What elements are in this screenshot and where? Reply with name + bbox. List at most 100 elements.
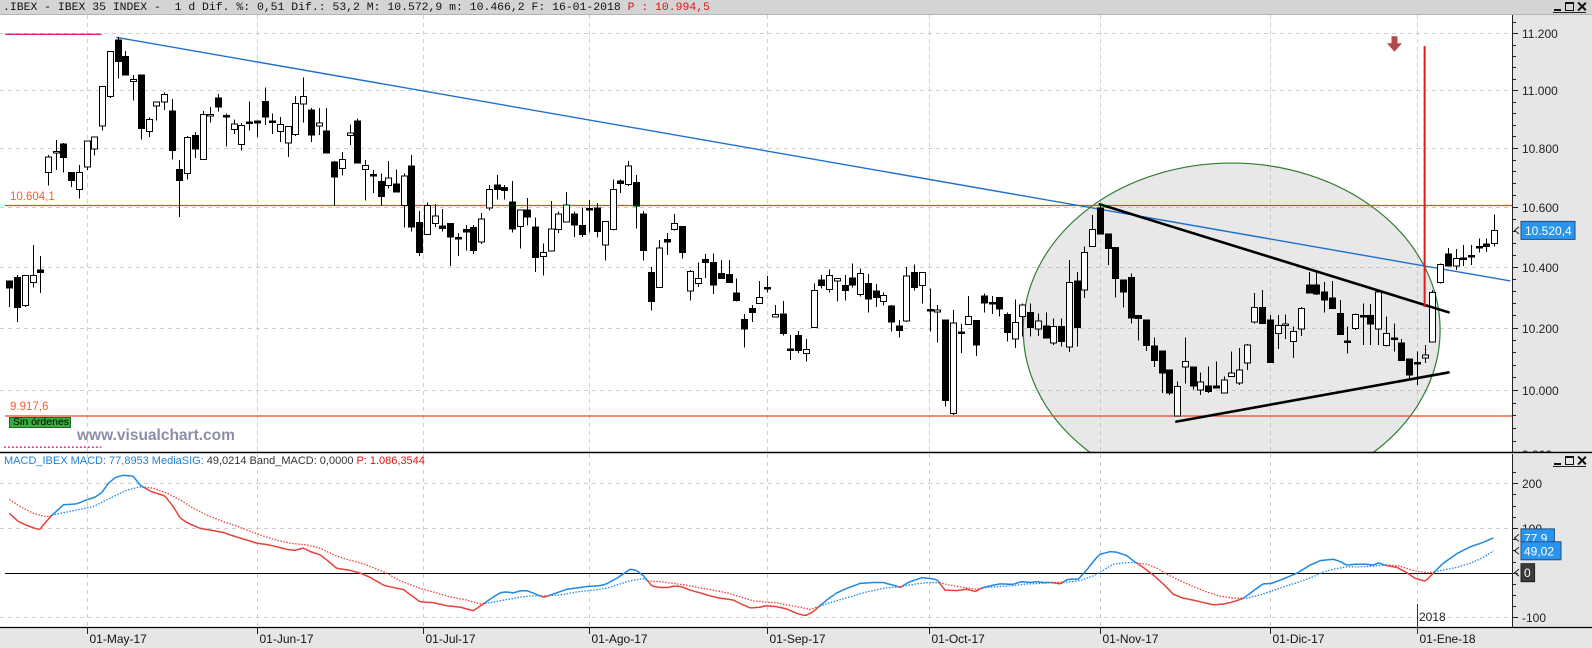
minimize-icon[interactable] — [1553, 2, 1562, 11]
bearish-candle-body — [726, 273, 733, 284]
bearish-candle-body — [1313, 284, 1320, 295]
bearish-candle-body — [378, 180, 385, 198]
bearish-candle-body — [664, 239, 671, 243]
bearish-candle-body — [1097, 207, 1104, 235]
bearish-candle-body — [169, 110, 176, 152]
bearish-candle-body — [215, 97, 222, 108]
bearish-candle-body — [710, 261, 717, 286]
close-icon[interactable] — [1577, 456, 1586, 465]
macd-line-segment — [938, 582, 983, 592]
candle — [99, 86, 106, 131]
bearish-candle-body — [640, 213, 647, 252]
close-icon[interactable] — [1577, 2, 1586, 11]
candle — [733, 278, 740, 302]
candle — [37, 256, 44, 294]
signal-line-segment — [902, 581, 940, 587]
candle — [1398, 339, 1405, 362]
price-axis-label: 10.000 — [1522, 384, 1559, 398]
bullish-candle-body — [339, 159, 346, 169]
bullish-candle-body — [811, 289, 818, 328]
macd-grid — [0, 483, 1512, 618]
candle — [1267, 315, 1274, 363]
candle — [1352, 313, 1359, 330]
maximize-icon[interactable] — [1565, 456, 1574, 465]
bullish-candle-body — [1174, 386, 1181, 417]
price-plot-area[interactable] — [0, 15, 1512, 452]
signal-line-segment — [939, 581, 983, 590]
bullish-candle-body — [656, 247, 663, 289]
price-panel — [0, 15, 1512, 452]
candle — [826, 269, 833, 293]
bearish-candle-body — [1321, 291, 1328, 301]
candle — [45, 154, 52, 186]
bearish-candle-body — [439, 225, 446, 229]
signal-line-segment — [1386, 564, 1435, 574]
candle — [1476, 238, 1483, 253]
candle — [764, 276, 771, 293]
candle — [571, 211, 578, 237]
time-axis-area[interactable] — [0, 627, 1592, 648]
maximize-icon[interactable] — [1565, 2, 1574, 11]
minimize-icon[interactable] — [1553, 456, 1562, 465]
bullish-candle-body — [671, 222, 678, 230]
candle — [1012, 299, 1019, 349]
quote-summary: .IBEX - IBEX 35 INDEX - 1 d Dif. %: 0,51… — [3, 1, 628, 14]
signal-line-segment — [8, 498, 52, 518]
bullish-candle-body — [1251, 306, 1258, 323]
bearish-candle-body — [633, 181, 640, 207]
candle — [115, 37, 122, 79]
candle — [231, 119, 238, 135]
bearish-candle-body — [463, 228, 470, 233]
macd-plot-area[interactable] — [0, 454, 1512, 627]
bullish-candle-body — [880, 294, 887, 302]
orders-status-badge[interactable]: Sin órdenes — [9, 417, 71, 428]
candle — [873, 284, 880, 307]
candle — [973, 319, 980, 356]
macd-indicator-name: MACD_IBEX — [4, 455, 68, 467]
macd-line-segment — [1136, 562, 1244, 606]
candle — [463, 225, 470, 251]
value-pointer-icon — [1513, 568, 1520, 577]
candle — [1483, 238, 1490, 252]
candle — [347, 124, 354, 145]
candle — [1043, 312, 1050, 339]
bullish-candle-body — [1228, 372, 1235, 378]
candle — [1128, 273, 1135, 324]
candle — [215, 94, 222, 112]
bearish-candle-body — [973, 319, 980, 346]
bullish-candle-body — [826, 274, 833, 290]
candle — [246, 101, 253, 131]
quote-p-value: P : 10.994,5 — [627, 1, 710, 14]
signal-line-segment — [1434, 550, 1494, 573]
candle — [981, 293, 988, 313]
time-axis-label: 01-Jun-17 — [260, 632, 314, 646]
bullish-candle-body — [1012, 321, 1019, 340]
candle — [586, 199, 593, 233]
candle — [610, 179, 617, 231]
candle — [362, 160, 369, 201]
chart-title-bar[interactable]: .IBEX - IBEX 35 INDEX - 1 d Dif. %: 0,51… — [0, 0, 1592, 15]
bearish-candle-body — [911, 271, 918, 289]
candle — [370, 170, 377, 193]
macd-line-segment — [51, 474, 145, 516]
panel-separators — [0, 15, 1592, 629]
time-axis-label: 01-May-17 — [90, 632, 148, 646]
bearish-candle-body — [6, 280, 13, 289]
bullish-candle-body — [30, 274, 37, 283]
price-axis-ticks: 11.200 11.000 10.800 10.600 10.400 10.200 10.0… — [1512, 22, 1559, 452]
macd-line-segment — [898, 585, 903, 588]
candle — [1329, 280, 1336, 309]
candle — [107, 50, 114, 99]
bullish-candle-body — [347, 132, 354, 137]
candle — [710, 253, 717, 294]
candle — [130, 75, 137, 101]
bullish-candle-body — [184, 136, 191, 174]
bullish-candle-body — [1298, 307, 1305, 330]
bearish-candle-body — [269, 120, 276, 123]
signal-line-segment — [484, 595, 541, 605]
candle — [339, 151, 346, 176]
bullish-candle-body — [965, 316, 972, 325]
macd-line-segment — [1051, 581, 1064, 585]
bullish-candle-body — [803, 348, 810, 354]
